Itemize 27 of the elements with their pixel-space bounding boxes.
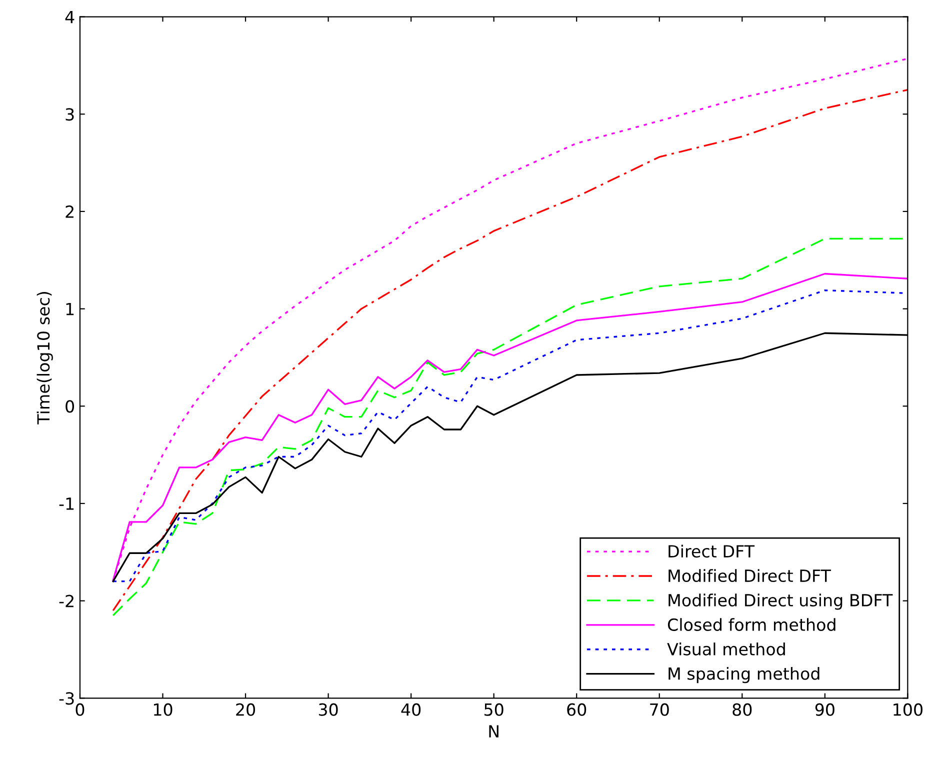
- x-tick-label: 60: [567, 703, 586, 716]
- legend-label: M spacing method: [668, 667, 820, 684]
- legend-label: Closed form method: [668, 618, 836, 631]
- x-tick-label: 40: [401, 703, 421, 716]
- x-tick-label: 80: [732, 703, 752, 716]
- x-tick-label: 0: [76, 703, 84, 716]
- x-tick-label: 30: [318, 703, 338, 716]
- y-tick-label: -2: [59, 594, 74, 608]
- x-tick-label: 100: [894, 703, 922, 716]
- legend-label: Modified Direct DFT: [668, 569, 831, 582]
- y-tick-label: 1: [66, 302, 74, 316]
- x-tick-label: 90: [815, 703, 834, 716]
- legend-label: Modified Direct using BDFT: [668, 594, 893, 610]
- y-tick-label: 2: [66, 205, 74, 218]
- y-axis-title: Time(log10 sec): [36, 292, 53, 424]
- y-tick-label: -1: [59, 498, 74, 510]
- x-axis-title: N: [489, 725, 498, 738]
- legend-label: Direct DFT: [668, 544, 755, 558]
- x-tick-label: 10: [154, 703, 172, 716]
- x-tick-label: 50: [484, 703, 504, 716]
- y-tick-label: -3: [59, 692, 74, 705]
- y-tick-label: 3: [66, 108, 74, 121]
- y-tick-label: 0: [66, 400, 74, 413]
- legend-label: Visual method: [667, 642, 785, 656]
- x-tick-label: 20: [236, 703, 256, 716]
- y-tick-label: 4: [65, 10, 74, 24]
- x-tick-label: 70: [650, 703, 669, 716]
